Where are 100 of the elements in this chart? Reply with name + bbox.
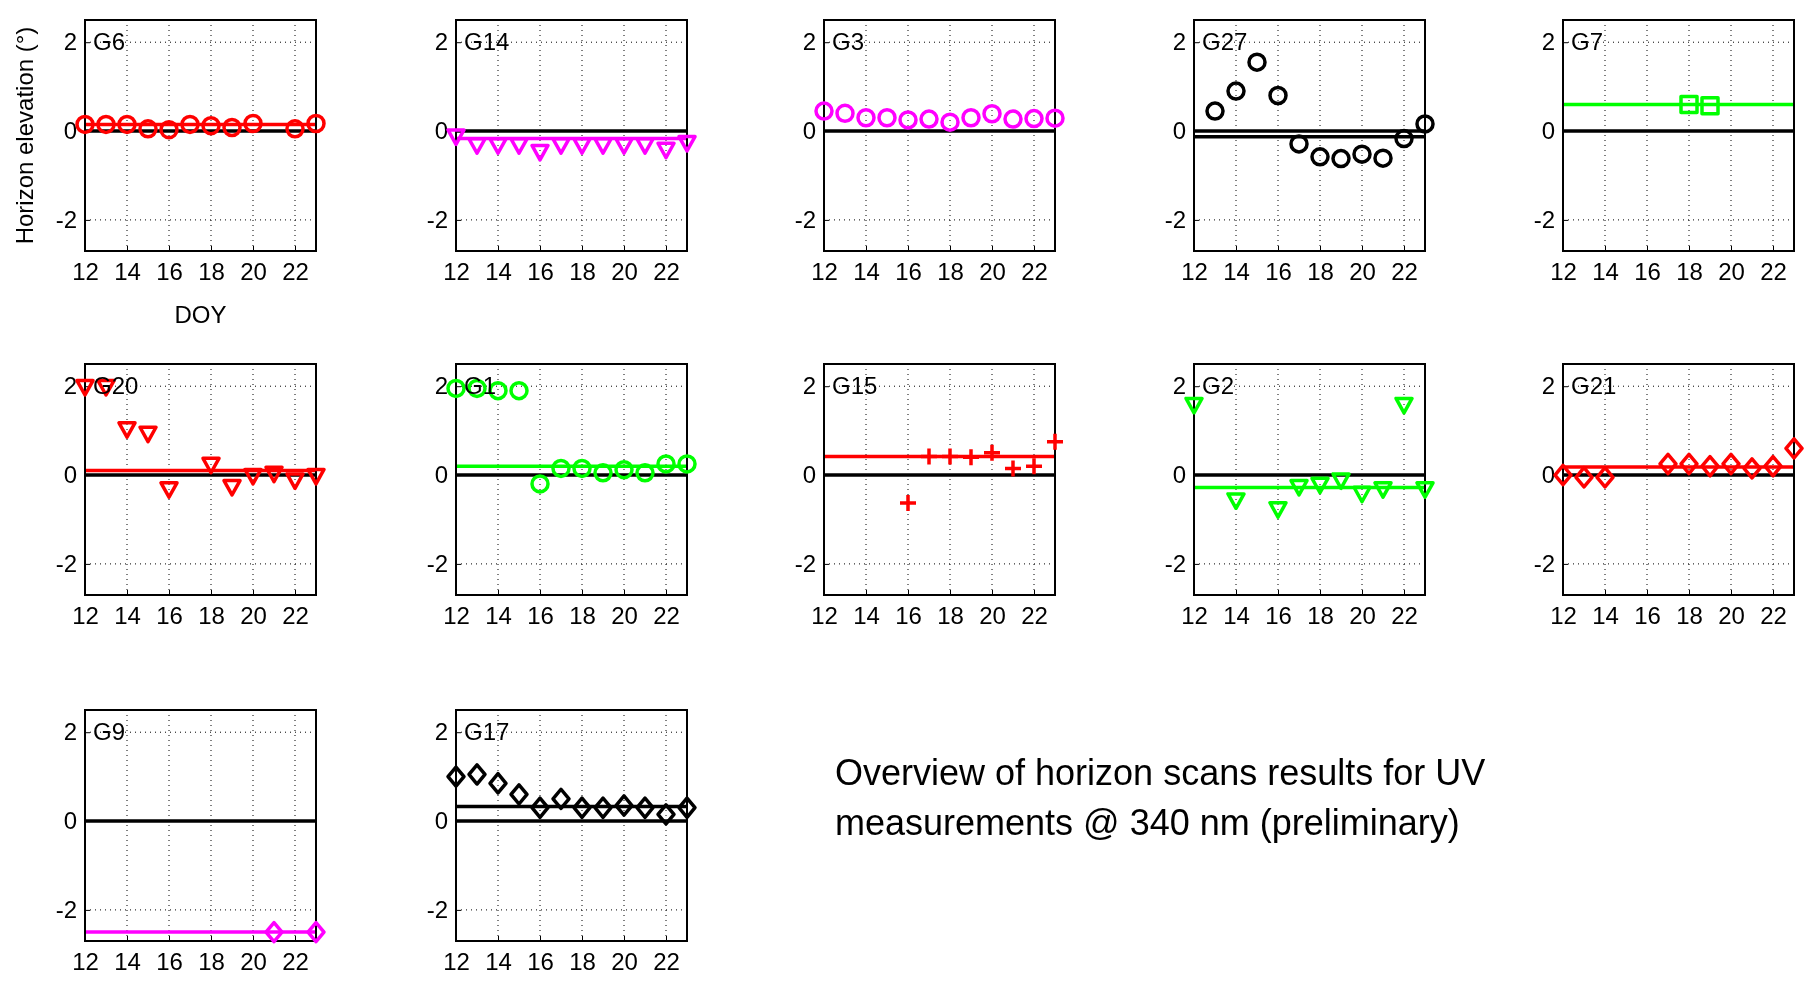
y-tick-label: -2 (55, 206, 77, 234)
x-tick-label: 14 (1592, 258, 1619, 286)
x-tick-label: 22 (1021, 602, 1048, 630)
y-tick-label: 2 (1172, 372, 1186, 400)
x-tick-label: 16 (527, 948, 554, 976)
x-tick-label: 16 (527, 258, 554, 286)
y-tick-label: -2 (1164, 206, 1186, 234)
x-tick-label: 22 (1021, 258, 1048, 286)
x-tick-label: 12 (443, 602, 470, 630)
y-tick-label: -2 (55, 550, 77, 578)
y-tick-label: 0 (1541, 117, 1555, 145)
x-tick-label: 14 (114, 258, 141, 286)
y-tick-label: -2 (1533, 206, 1555, 234)
y-tick-label: -2 (426, 896, 448, 924)
x-tick-label: 18 (1676, 258, 1703, 286)
x-tick-label: 12 (443, 258, 470, 286)
x-tick-label: 22 (1760, 258, 1787, 286)
chart-title: G27 (1202, 28, 1248, 55)
x-tick-label: 14 (485, 258, 512, 286)
y-tick-label: 0 (63, 461, 77, 489)
x-tick-label: 22 (653, 602, 680, 630)
x-tick-label: 14 (853, 258, 880, 286)
y-tick-label: -2 (794, 550, 816, 578)
x-tick-label: 18 (1676, 602, 1703, 630)
x-tick-label: 14 (853, 602, 880, 630)
x-tick-label: 12 (1550, 258, 1577, 286)
y-tick-label: 2 (1172, 28, 1186, 56)
y-tick-label: 0 (1172, 461, 1186, 489)
y-tick-label: 0 (1541, 461, 1555, 489)
x-tick-label: 16 (1634, 258, 1661, 286)
y-tick-label: -2 (426, 550, 448, 578)
y-tick-label: -2 (794, 206, 816, 234)
y-tick-label: 2 (434, 28, 448, 56)
y-tick-label: 2 (802, 28, 816, 56)
x-tick-label: 12 (811, 602, 838, 630)
x-tick-label: 18 (937, 602, 964, 630)
x-tick-label: 16 (1265, 258, 1292, 286)
y-tick-label: 2 (63, 28, 77, 56)
x-tick-label: 12 (1550, 602, 1577, 630)
x-tick-label: 16 (156, 948, 183, 976)
x-tick-label: 18 (569, 602, 596, 630)
x-tick-label: 20 (979, 258, 1006, 286)
x-tick-label: 18 (569, 948, 596, 976)
y-tick-label: 0 (434, 807, 448, 835)
x-tick-label: 20 (1718, 258, 1745, 286)
x-tick-label: 14 (485, 602, 512, 630)
chart-title: G7 (1571, 28, 1604, 55)
x-tick-label: 22 (653, 258, 680, 286)
x-tick-label: 20 (240, 948, 267, 976)
x-tick-label: 16 (527, 602, 554, 630)
x-tick-label: 20 (611, 602, 638, 630)
y-tick-label: 2 (63, 718, 77, 746)
x-tick-label: 22 (1391, 602, 1418, 630)
x-tick-label: 16 (895, 602, 922, 630)
x-tick-label: 20 (240, 602, 267, 630)
y-tick-label: 2 (802, 372, 816, 400)
chart-title: G21 (1571, 372, 1617, 399)
x-tick-label: 22 (1760, 602, 1787, 630)
x-tick-label: 14 (485, 948, 512, 976)
x-tick-label: 16 (156, 602, 183, 630)
x-tick-label: 16 (1265, 602, 1292, 630)
x-tick-label: 14 (114, 602, 141, 630)
y-tick-label: -2 (426, 206, 448, 234)
y-tick-label: 2 (1541, 372, 1555, 400)
x-tick-label: 20 (979, 602, 1006, 630)
y-tick-label: 0 (802, 461, 816, 489)
x-tick-label: 20 (1718, 602, 1745, 630)
y-tick-label: 2 (63, 372, 77, 400)
y-tick-label: 0 (63, 807, 77, 835)
x-tick-label: 14 (1223, 602, 1250, 630)
y-tick-label: -2 (1533, 550, 1555, 578)
x-tick-label: 14 (114, 948, 141, 976)
x-tick-label: 20 (1349, 258, 1376, 286)
chart-title: G15 (832, 372, 878, 399)
x-tick-label: 18 (937, 258, 964, 286)
y-tick-label: 0 (434, 461, 448, 489)
x-tick-label: 18 (1307, 258, 1334, 286)
x-tick-label: 16 (156, 258, 183, 286)
y-tick-label: 2 (434, 372, 448, 400)
y-tick-label: 2 (1541, 28, 1555, 56)
x-tick-label: 12 (1181, 602, 1208, 630)
x-tick-label: 12 (443, 948, 470, 976)
chart-title: G9 (93, 718, 126, 745)
y-tick-label: 0 (802, 117, 816, 145)
y-tick-label: 2 (434, 718, 448, 746)
x-tick-label: 18 (569, 258, 596, 286)
x-tick-label: 16 (1634, 602, 1661, 630)
x-tick-label: 18 (1307, 602, 1334, 630)
chart-title: G6 (93, 28, 126, 55)
y-tick-label: -2 (55, 896, 77, 924)
x-tick-label: 22 (282, 602, 309, 630)
y-axis-title: Horizon elevation (°) (11, 26, 38, 245)
x-tick-label: 14 (1592, 602, 1619, 630)
y-tick-label: -2 (1164, 550, 1186, 578)
x-tick-label: 18 (198, 258, 225, 286)
x-tick-label: 18 (198, 602, 225, 630)
x-tick-label: 22 (282, 948, 309, 976)
chart-title: G2 (1202, 372, 1235, 399)
x-tick-label: 12 (811, 258, 838, 286)
x-tick-label: 20 (611, 258, 638, 286)
